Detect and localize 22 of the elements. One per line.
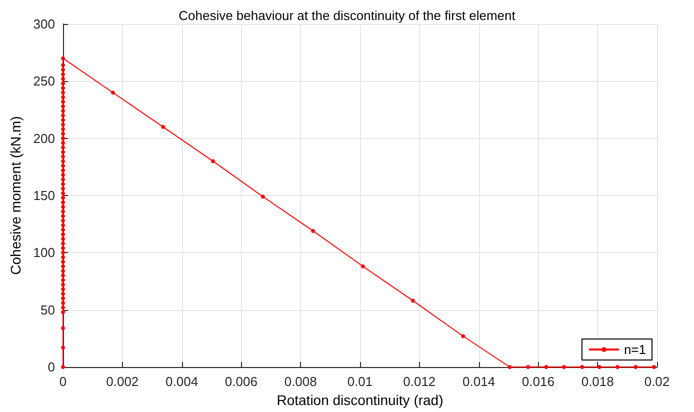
x-tick-label: 0.006 [224,374,258,389]
y-tick-label: 300 [33,16,55,32]
chart-title: Cohesive behaviour at the discontinuity of the first element [178,8,516,23]
y-tick-label: 200 [33,130,55,146]
x-tick-label: 0.012 [403,374,436,389]
x-tick-label: 0.014 [462,374,496,389]
legend-label: n=1 [624,342,646,357]
x-tick-label: 0 [59,374,67,389]
x-tick-label: 0.002 [106,374,139,389]
x-tick-label: 0.008 [284,374,317,389]
x-axis-title: Rotation discontinuity (rad) [276,392,444,408]
y-tick-label: 150 [33,188,55,203]
y-tick-label: 250 [33,74,55,89]
y-tick-label: 0 [48,360,55,374]
y-tick-label: 50 [40,302,55,318]
y-axis-title: Cohesive moment (kN.m) [7,116,24,275]
x-tick-label: 0.016 [522,374,554,389]
x-tick-label: 0.004 [166,374,198,389]
x-tick-label: 0.02 [644,374,670,389]
y-tick-label: 100 [33,245,55,260]
x-tick-label: 0.01 [347,374,373,389]
x-tick-label: 0.018 [581,374,614,389]
